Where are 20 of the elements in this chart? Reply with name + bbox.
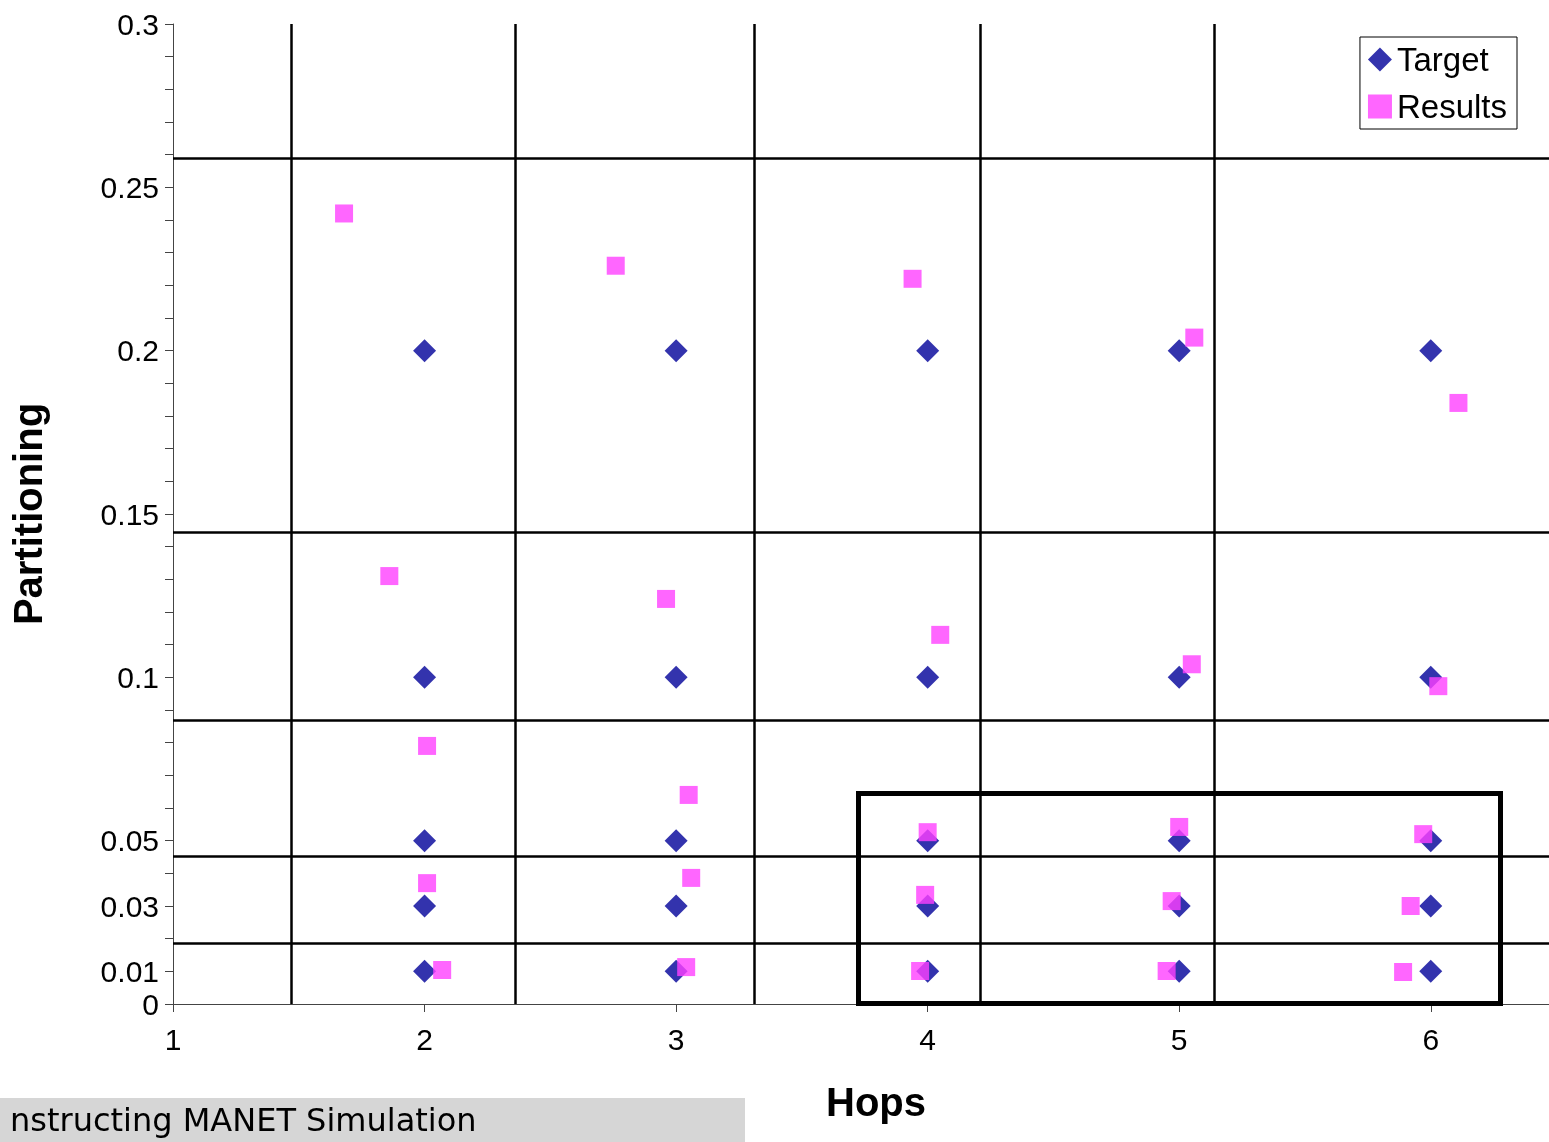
y-tick-label: 0.25 <box>100 170 159 204</box>
y-axis-title: Partitioning <box>6 402 50 626</box>
legend-label: Results <box>1396 88 1508 125</box>
y-tick-label: 0 <box>142 987 159 1021</box>
y-tick-label: 0.2 <box>117 334 159 368</box>
x-tick-label: 5 <box>1170 1022 1188 1056</box>
x-axis-title: Hops <box>826 1080 926 1124</box>
y-tick-label: 0.3 <box>117 7 159 41</box>
x-tick-label: 6 <box>1422 1022 1440 1056</box>
text: nstructing MANET Simulation <box>0 1098 745 1142</box>
y-tick-label: 0.01 <box>100 954 159 988</box>
y-tick-label: 0.15 <box>100 497 159 531</box>
y-tick-label: 0.05 <box>100 824 159 858</box>
x-tick-label: 1 <box>164 1022 182 1056</box>
y-tick-label: 0.03 <box>100 889 159 923</box>
x-tick-label: 4 <box>919 1022 937 1056</box>
legend-label: Target <box>1396 41 1489 78</box>
x-tick-label: 2 <box>416 1022 433 1056</box>
y-tick-label: 0.1 <box>117 660 159 694</box>
x-tick-label: 3 <box>667 1022 685 1056</box>
